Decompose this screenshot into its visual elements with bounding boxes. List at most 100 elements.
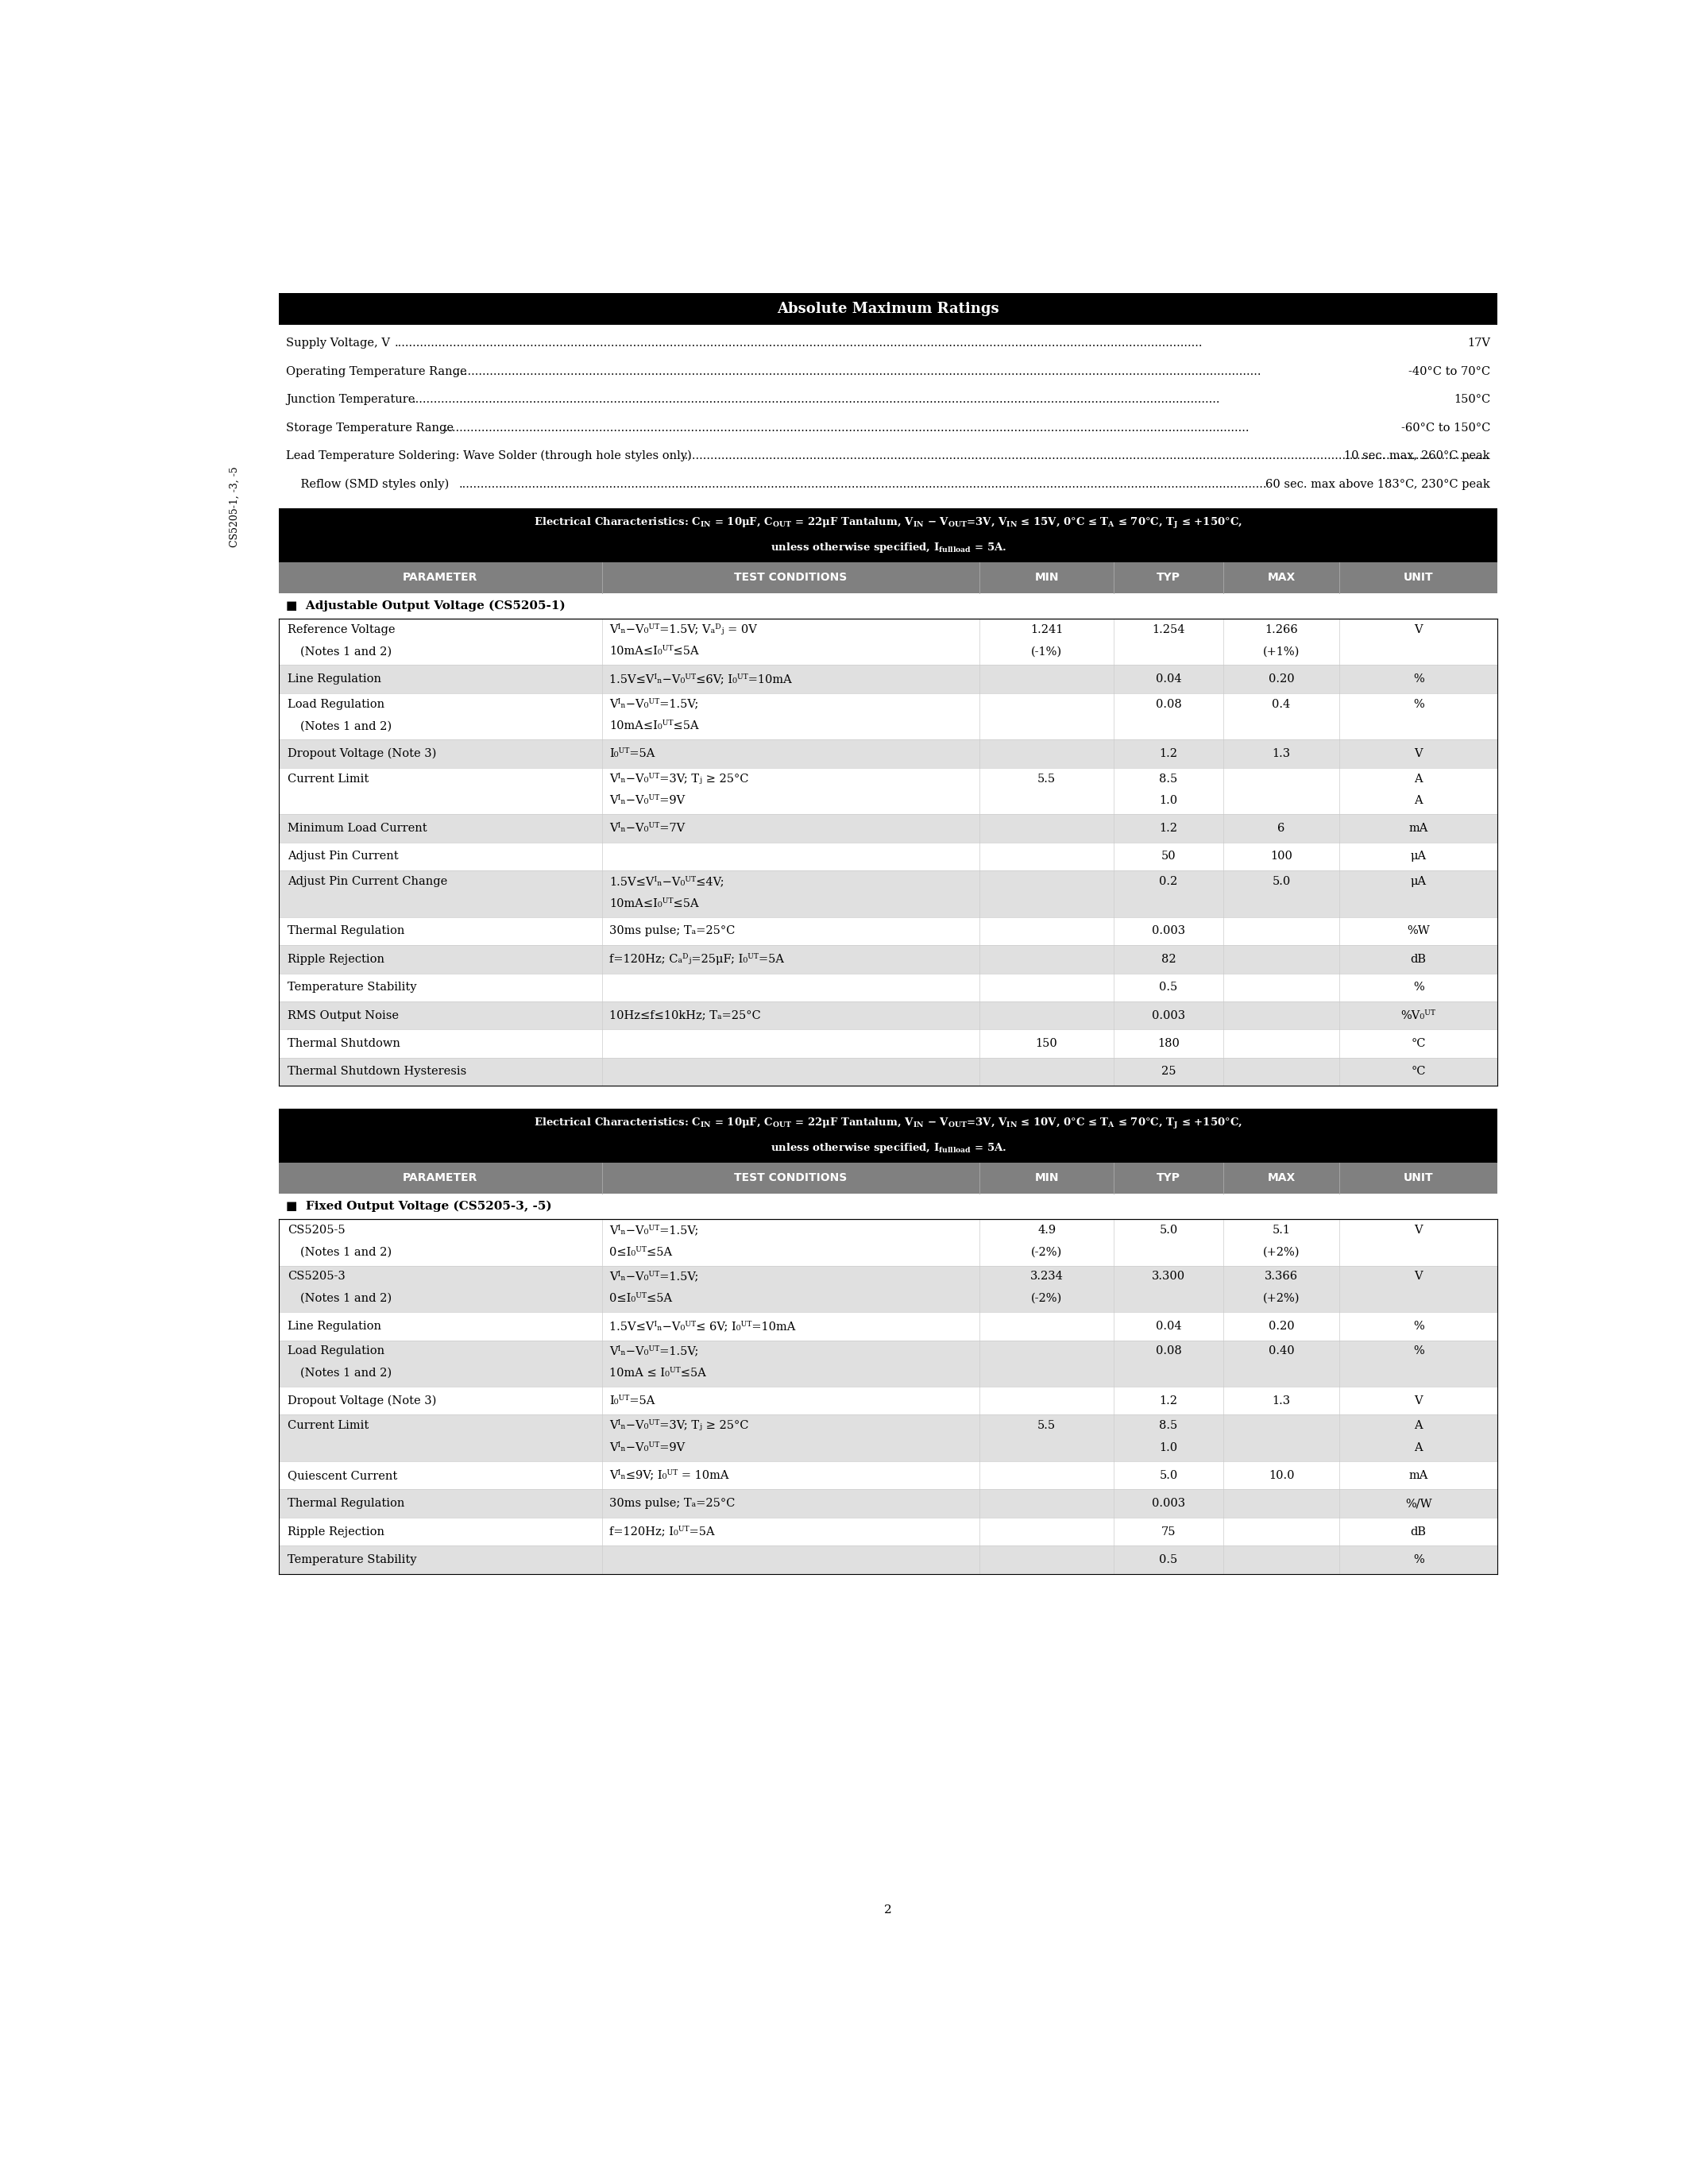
Text: Line Regulation: Line Regulation <box>287 673 381 686</box>
Text: 30ms pulse; Tₐ=25°C: 30ms pulse; Tₐ=25°C <box>609 1498 734 1509</box>
Text: 30ms pulse; Tₐ=25°C: 30ms pulse; Tₐ=25°C <box>609 926 734 937</box>
Text: 5.5: 5.5 <box>1038 773 1055 784</box>
Text: 0.04: 0.04 <box>1156 673 1182 686</box>
Text: 3.300: 3.300 <box>1151 1271 1185 1282</box>
Text: UNIT: UNIT <box>1403 1173 1433 1184</box>
Text: Reference Voltage: Reference Voltage <box>287 625 395 636</box>
Text: UNIT: UNIT <box>1403 572 1433 583</box>
Text: Vᴵₙ−V₀ᵁᵀ=1.5V;: Vᴵₙ−V₀ᵁᵀ=1.5V; <box>609 1345 699 1356</box>
Text: ■  Fixed Output Voltage (CS5205-3, -5): ■ Fixed Output Voltage (CS5205-3, -5) <box>285 1201 552 1212</box>
Text: Current Limit: Current Limit <box>287 773 368 784</box>
Text: 3.234: 3.234 <box>1030 1271 1063 1282</box>
Text: Vᴵₙ−V₀ᵁᵀ=9V: Vᴵₙ−V₀ᵁᵀ=9V <box>609 795 685 806</box>
Text: 5.0: 5.0 <box>1160 1470 1178 1481</box>
Text: 60 sec. max above 183°C, 230°C peak: 60 sec. max above 183°C, 230°C peak <box>1266 478 1491 489</box>
Bar <box>279 815 1497 843</box>
Text: 75: 75 <box>1161 1527 1177 1538</box>
Text: Reflow (SMD styles only): Reflow (SMD styles only) <box>285 478 449 489</box>
Text: Ripple Rejection: Ripple Rejection <box>287 954 385 965</box>
Text: f=120Hz; Cₐᴰⱼ=25μF; I₀ᵁᵀ=5A: f=120Hz; Cₐᴰⱼ=25μF; I₀ᵁᵀ=5A <box>609 952 783 965</box>
Bar <box>279 1109 1497 1162</box>
Text: %: % <box>1413 1345 1425 1356</box>
Text: PARAMETER: PARAMETER <box>403 572 478 583</box>
Text: 1.254: 1.254 <box>1151 625 1185 636</box>
Bar <box>279 1002 1497 1029</box>
Text: Electrical Characteristics: C$_{\mathregular{IN}}$ = 10μF, C$_{\mathregular{OUT}: Electrical Characteristics: C$_{\mathreg… <box>533 515 1242 531</box>
Text: CS5205-3: CS5205-3 <box>287 1271 344 1282</box>
Text: 8.5: 8.5 <box>1160 1420 1178 1431</box>
Text: Adjust Pin Current: Adjust Pin Current <box>287 852 398 863</box>
Text: A: A <box>1415 773 1423 784</box>
Text: 0.003: 0.003 <box>1151 926 1185 937</box>
Text: Thermal Regulation: Thermal Regulation <box>287 1498 405 1509</box>
Text: ................................................................................: ........................................… <box>412 393 1220 406</box>
Text: V: V <box>1415 1225 1423 1236</box>
Text: 0.04: 0.04 <box>1156 1321 1182 1332</box>
Text: Supply Voltage, V: Supply Voltage, V <box>285 339 390 349</box>
Text: Storage Temperature Range: Storage Temperature Range <box>285 422 454 432</box>
Text: mA: mA <box>1409 1470 1428 1481</box>
Text: Vᴵₙ−V₀ᵁᵀ=9V: Vᴵₙ−V₀ᵁᵀ=9V <box>609 1441 685 1452</box>
Text: 50: 50 <box>1161 852 1177 863</box>
Text: -60°C to 150°C: -60°C to 150°C <box>1401 422 1491 432</box>
Text: dB: dB <box>1411 1527 1426 1538</box>
Text: -40°C to 70°C: -40°C to 70°C <box>1408 367 1491 378</box>
Text: (+1%): (+1%) <box>1263 646 1300 657</box>
Text: (Notes 1 and 2): (Notes 1 and 2) <box>300 646 392 657</box>
Text: V: V <box>1415 749 1423 760</box>
Text: Vᴵₙ−V₀ᵁᵀ=1.5V; Vₐᴰⱼ = 0V: Vᴵₙ−V₀ᵁᵀ=1.5V; Vₐᴰⱼ = 0V <box>609 625 756 636</box>
Text: MAX: MAX <box>1268 572 1295 583</box>
Text: (-2%): (-2%) <box>1031 1293 1062 1304</box>
Text: Temperature Stability: Temperature Stability <box>287 1555 417 1566</box>
Text: TEST CONDITIONS: TEST CONDITIONS <box>734 572 847 583</box>
Text: 0.40: 0.40 <box>1268 1345 1295 1356</box>
Text: Vᴵₙ−V₀ᵁᵀ=7V: Vᴵₙ−V₀ᵁᵀ=7V <box>609 823 685 834</box>
Text: 5.0: 5.0 <box>1273 876 1291 887</box>
Text: ■  Adjustable Output Voltage (CS5205-1): ■ Adjustable Output Voltage (CS5205-1) <box>285 601 565 612</box>
Text: %/W: %/W <box>1404 1498 1431 1509</box>
Text: ................................................................................: ........................................… <box>459 478 1268 489</box>
Text: Operating Temperature Range: Operating Temperature Range <box>285 367 468 378</box>
Text: I₀ᵁᵀ=5A: I₀ᵁᵀ=5A <box>609 749 655 760</box>
Text: Ripple Rejection: Ripple Rejection <box>287 1527 385 1538</box>
Text: PARAMETER: PARAMETER <box>403 1173 478 1184</box>
Text: V: V <box>1415 1396 1423 1406</box>
Text: (-2%): (-2%) <box>1031 1247 1062 1258</box>
Text: MIN: MIN <box>1035 572 1058 583</box>
Text: 1.2: 1.2 <box>1160 749 1178 760</box>
Text: A: A <box>1415 795 1423 806</box>
Text: %: % <box>1413 1321 1425 1332</box>
Text: Adjust Pin Current Change: Adjust Pin Current Change <box>287 876 447 887</box>
Text: ................................................................................: ........................................… <box>682 450 1489 461</box>
Text: 3.366: 3.366 <box>1264 1271 1298 1282</box>
Text: Line Regulation: Line Regulation <box>287 1321 381 1332</box>
Text: μA: μA <box>1411 852 1426 863</box>
Text: 2: 2 <box>885 1904 891 1915</box>
Text: 10mA≤I₀ᵁᵀ≤5A: 10mA≤I₀ᵁᵀ≤5A <box>609 646 699 657</box>
Text: Vᴵₙ−V₀ᵁᵀ=3V; Tⱼ ≥ 25°C: Vᴵₙ−V₀ᵁᵀ=3V; Tⱼ ≥ 25°C <box>609 1420 748 1431</box>
Bar <box>279 1489 1497 1518</box>
Text: %: % <box>1413 1555 1425 1566</box>
Text: ................................................................................: ........................................… <box>442 422 1249 432</box>
Text: 17V: 17V <box>1467 339 1491 349</box>
Bar <box>279 1057 1497 1085</box>
Text: 0≤I₀ᵁᵀ≤5A: 0≤I₀ᵁᵀ≤5A <box>609 1247 672 1258</box>
Text: 1.3: 1.3 <box>1273 1396 1291 1406</box>
Bar <box>279 561 1497 592</box>
Text: 0.4: 0.4 <box>1273 699 1291 710</box>
Text: °C: °C <box>1411 1037 1426 1048</box>
Text: CS5205-1, -3, -5: CS5205-1, -3, -5 <box>230 467 240 548</box>
Text: ................................................................................: ........................................… <box>395 339 1204 349</box>
Text: TYP: TYP <box>1156 1173 1180 1184</box>
Text: 8.5: 8.5 <box>1160 773 1178 784</box>
Text: °C: °C <box>1411 1066 1426 1077</box>
Text: (Notes 1 and 2): (Notes 1 and 2) <box>300 1293 392 1304</box>
Text: (+2%): (+2%) <box>1263 1247 1300 1258</box>
Text: 10.0: 10.0 <box>1268 1470 1295 1481</box>
Text: 0.003: 0.003 <box>1151 1498 1185 1509</box>
Bar <box>279 1265 1497 1313</box>
Text: 1.5V≤Vᴵₙ−V₀ᵁᵀ≤4V;: 1.5V≤Vᴵₙ−V₀ᵁᵀ≤4V; <box>609 876 724 887</box>
Text: Junction Temperature: Junction Temperature <box>285 393 415 406</box>
Text: MIN: MIN <box>1035 1173 1058 1184</box>
Bar <box>279 293 1497 325</box>
